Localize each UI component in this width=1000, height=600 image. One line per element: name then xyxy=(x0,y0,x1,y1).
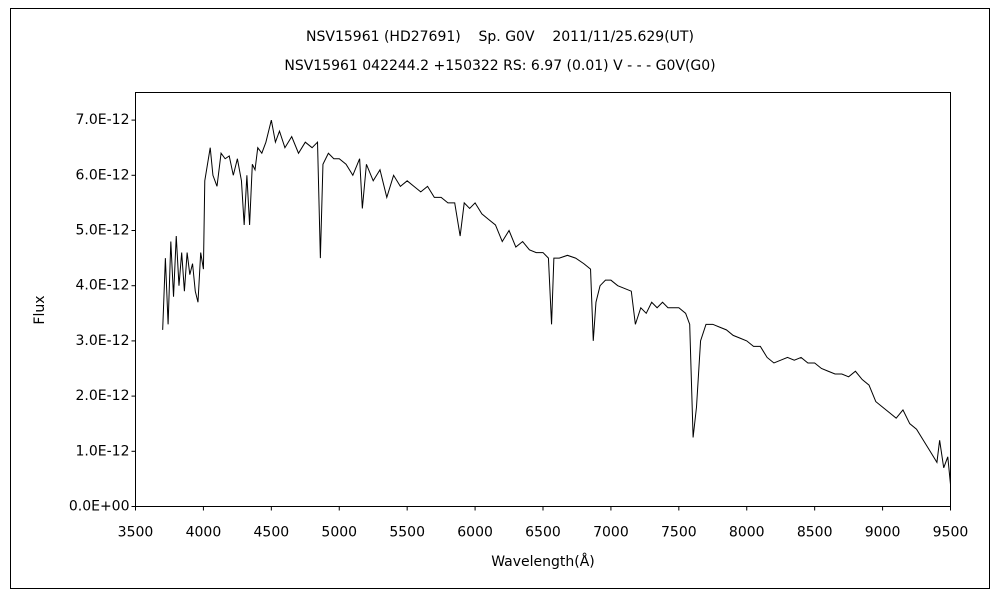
y-tick-label: 0.0E+00 xyxy=(69,499,130,515)
x-tick-label: 8500 xyxy=(797,525,833,541)
chart-title: NSV15961 (HD27691) Sp. G0V 2011/11/25.62… xyxy=(306,29,694,45)
chart-frame xyxy=(10,8,990,589)
x-tick-label: 8000 xyxy=(729,525,765,541)
y-tick-label: 3.0E-12 xyxy=(76,333,130,349)
y-tick-label: 4.0E-12 xyxy=(76,278,130,294)
y-tick-label: 1.0E-12 xyxy=(76,443,130,459)
x-tick-label: 6500 xyxy=(525,525,561,541)
x-tick-label: 6000 xyxy=(457,525,493,541)
x-tick-label: 9000 xyxy=(865,525,901,541)
x-tick-label: 3500 xyxy=(118,525,154,541)
x-tick-label: 7500 xyxy=(661,525,697,541)
y-tick-label: 6.0E-12 xyxy=(76,167,130,183)
y-axis-label: Flux xyxy=(32,295,48,324)
x-tick-label: 5000 xyxy=(321,525,357,541)
x-tick-label: 4500 xyxy=(254,525,290,541)
x-tick-label: 4000 xyxy=(186,525,222,541)
x-axis-label: Wavelength(Å) xyxy=(491,553,595,570)
y-tick-label: 7.0E-12 xyxy=(76,112,130,128)
x-tick-label: 9500 xyxy=(933,525,969,541)
plot-frame xyxy=(135,92,951,507)
x-tick-label: 7000 xyxy=(593,525,629,541)
spectrum-line xyxy=(162,119,951,485)
y-tick-label: 5.0E-12 xyxy=(76,223,130,239)
chart-subtitle: NSV15961 042244.2 +150322 RS: 6.97 (0.01… xyxy=(284,58,715,74)
x-tick-label: 5500 xyxy=(389,525,425,541)
y-tick-label: 2.0E-12 xyxy=(76,388,130,404)
